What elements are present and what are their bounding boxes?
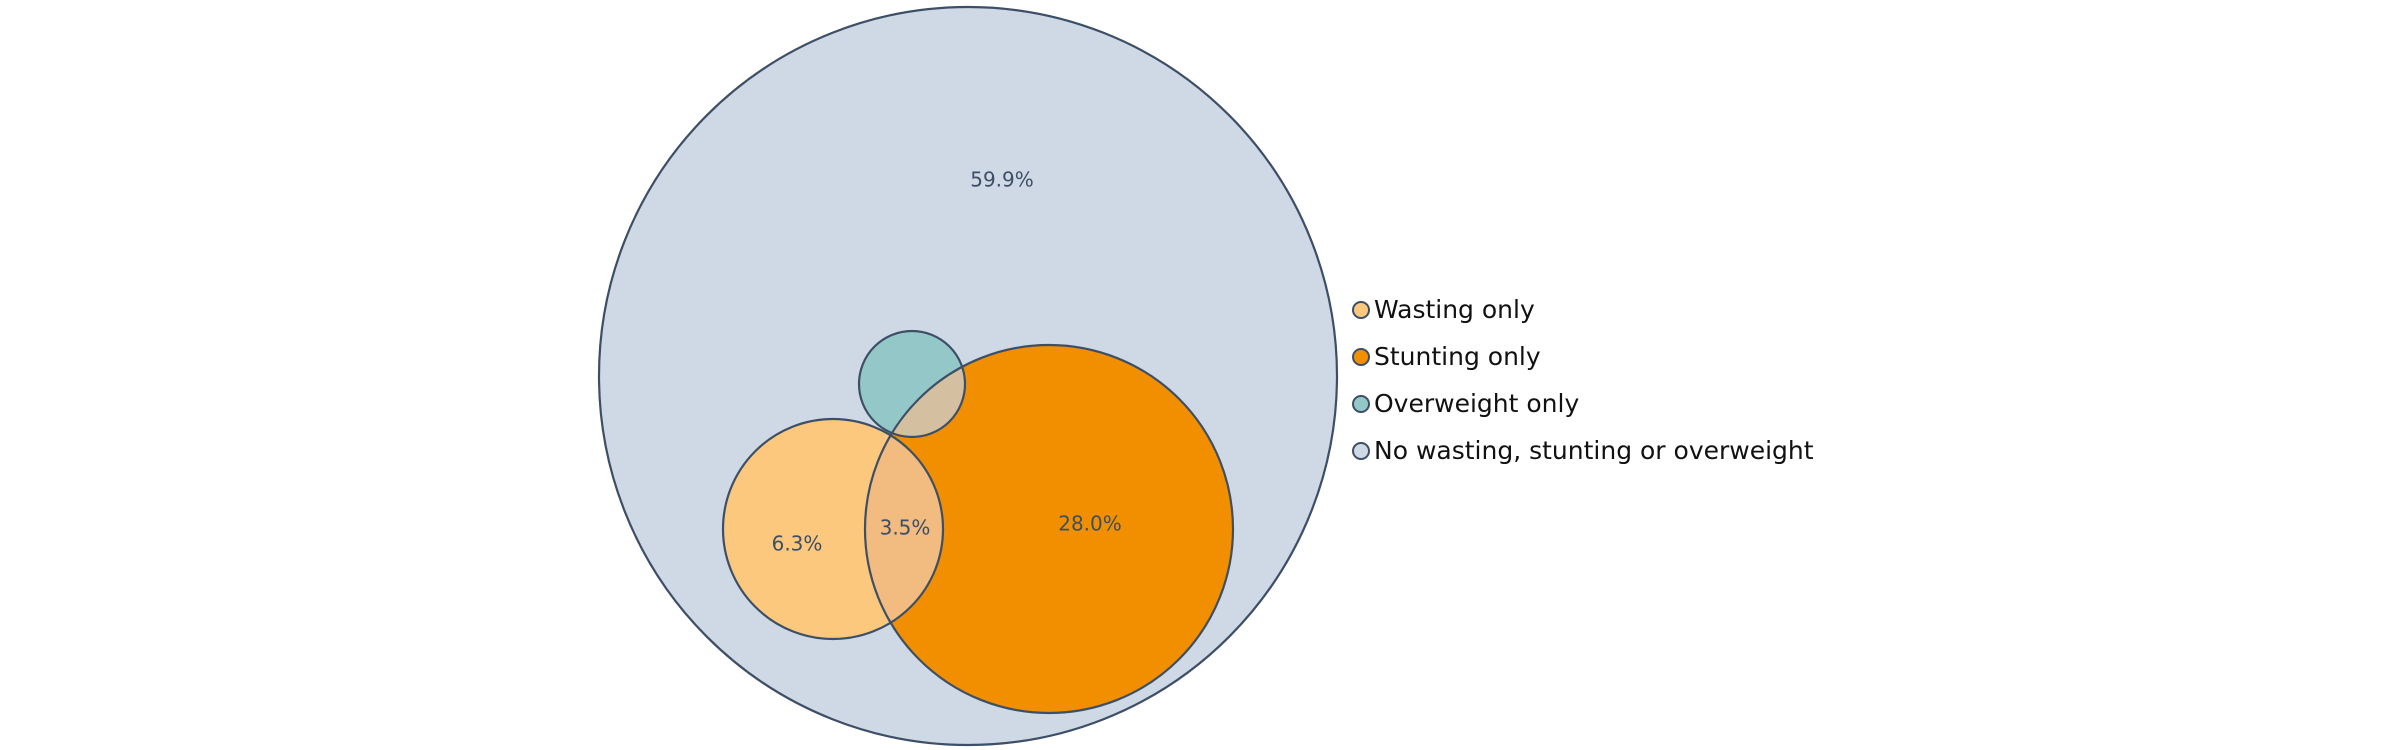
region-label-wasting-stunting: 3.5% — [880, 516, 931, 540]
legend-item-overweight: Overweight only — [1352, 380, 1814, 427]
legend-item-wasting: Wasting only — [1352, 286, 1814, 333]
region-label-stunting: 28.0% — [1058, 512, 1122, 536]
legend: Wasting only Stunting only Overweight on… — [1352, 286, 1814, 474]
legend-item-stunting: Stunting only — [1352, 333, 1814, 380]
legend-item-none: No wasting, stunting or overweight — [1352, 427, 1814, 474]
legend-swatch-overweight — [1352, 394, 1370, 413]
overlap-wasting-stunting — [865, 419, 943, 639]
outline-overweight — [857, 329, 967, 439]
legend-label: Wasting only — [1374, 295, 1535, 324]
outline-no-wasting-stunting-overweight — [597, 5, 1339, 747]
outline-stunting — [863, 343, 1235, 715]
legend-label: Overweight only — [1374, 389, 1580, 418]
legend-swatch-wasting — [1352, 300, 1370, 319]
circle-stunting — [865, 345, 1233, 713]
legend-label: Stunting only — [1374, 342, 1541, 371]
legend-swatch-none — [1352, 441, 1370, 460]
legend-swatch-stunting — [1352, 347, 1370, 366]
region-label-none: 59.9% — [970, 168, 1034, 192]
circle-outlines — [597, 5, 1339, 747]
legend-label: No wasting, stunting or overweight — [1374, 436, 1814, 465]
region-label-wasting: 6.3% — [772, 532, 823, 556]
outline-wasting — [721, 417, 945, 641]
